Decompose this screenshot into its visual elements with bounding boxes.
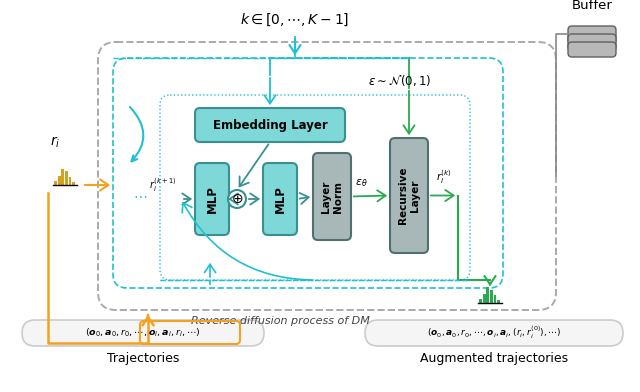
Text: $(\boldsymbol{o}_0, \boldsymbol{a}_0, r_0, \cdots, \boldsymbol{o}_i, \boldsymbol: $(\boldsymbol{o}_0, \boldsymbol{a}_0, r_… [427, 325, 561, 341]
Bar [493, 295, 496, 303]
FancyBboxPatch shape [195, 163, 229, 235]
Text: $\epsilon_{\theta}$: $\epsilon_{\theta}$ [355, 177, 367, 189]
Text: $r_i^{\langle k+1\rangle}$: $r_i^{\langle k+1\rangle}$ [149, 177, 177, 194]
Bar [65, 171, 68, 185]
Text: $(\boldsymbol{o}_0, \boldsymbol{a}_0, r_0, \cdots, \boldsymbol{o}_i, \boldsymbol: $(\boldsymbol{o}_0, \boldsymbol{a}_0, r_… [85, 327, 201, 339]
Bar [61, 169, 64, 185]
Text: $r_i$: $r_i$ [50, 134, 60, 150]
FancyBboxPatch shape [313, 153, 351, 240]
Bar [490, 290, 493, 303]
Text: Augmented trajectories: Augmented trajectories [420, 352, 568, 365]
FancyBboxPatch shape [263, 163, 297, 235]
Text: $r_i^{\langle k\rangle}$: $r_i^{\langle k\rangle}$ [436, 168, 452, 185]
Text: MLP: MLP [205, 185, 218, 213]
FancyBboxPatch shape [568, 34, 616, 51]
Text: Trajectories: Trajectories [107, 352, 179, 365]
Text: $\epsilon \sim \mathcal{N}(0,1)$: $\epsilon \sim \mathcal{N}(0,1)$ [369, 73, 431, 88]
Bar [483, 294, 486, 303]
Bar [497, 300, 500, 303]
Text: $\oplus$: $\oplus$ [231, 192, 243, 206]
Bar [486, 287, 489, 303]
Bar [72, 182, 75, 185]
FancyBboxPatch shape [568, 42, 616, 57]
FancyBboxPatch shape [22, 320, 264, 346]
Text: Recursive
Layer: Recursive Layer [398, 167, 420, 224]
Bar [54, 181, 57, 185]
Text: Embedding Layer: Embedding Layer [212, 118, 328, 131]
Bar [58, 176, 61, 185]
FancyBboxPatch shape [568, 26, 616, 44]
Text: $\cdots$: $\cdots$ [133, 188, 147, 202]
Text: Reverse diffusion process of DM: Reverse diffusion process of DM [191, 316, 369, 326]
FancyBboxPatch shape [365, 320, 623, 346]
FancyBboxPatch shape [195, 108, 345, 142]
Text: Layer
Norm: Layer Norm [321, 180, 343, 213]
Bar [479, 299, 482, 303]
Text: Buffer: Buffer [572, 0, 612, 12]
Circle shape [228, 190, 246, 208]
Text: $k \in [0, \cdots, K-1]$: $k \in [0, \cdots, K-1]$ [241, 12, 349, 28]
FancyBboxPatch shape [390, 138, 428, 253]
Text: MLP: MLP [273, 185, 287, 213]
Bar [68, 177, 72, 185]
